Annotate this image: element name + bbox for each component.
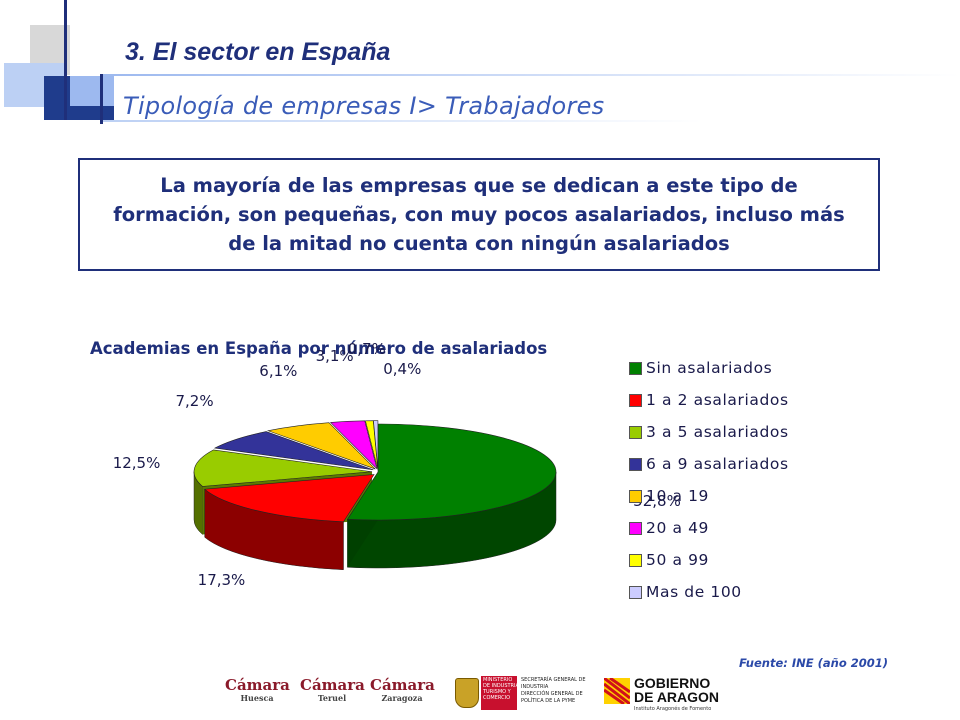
- legend-label: 50 a 99: [646, 551, 709, 569]
- logo-camara-name: Cámara: [370, 676, 435, 694]
- header-rule: [103, 74, 960, 76]
- ministry-line: COMERCIO: [483, 695, 511, 701]
- data-label-2: 17,3%: [197, 570, 246, 589]
- legend-swatch: [629, 521, 642, 535]
- legend-swatch: [629, 457, 642, 471]
- gobierno-line: DE ARAGON: [634, 689, 720, 705]
- logo-camara-sub: Huesca: [240, 693, 274, 703]
- pie-slice-2: [203, 474, 375, 523]
- ministry-line: DE INDUSTRIA,: [483, 683, 521, 689]
- data-label-8: 0,4%: [383, 360, 422, 378]
- pie-slice-6: [329, 420, 378, 470]
- page-title: 3. El sector en España: [125, 38, 391, 66]
- callout-text: La mayoría de las empresas que se dedica…: [113, 174, 845, 255]
- legend-swatch: [629, 489, 642, 503]
- logo-gobierno-aragon: GOBIERNO DE ARAGON Instituto Aragonés de…: [604, 676, 724, 714]
- pie-slice-4: [213, 431, 374, 471]
- aragon-flag-icon: [604, 678, 630, 704]
- legend-swatch: [629, 393, 642, 407]
- legend-label: 3 a 5 asalariados: [646, 423, 789, 441]
- logo-ministerio: MINISTERIO DE INDUSTRIA, TURISMO Y COMER…: [453, 676, 593, 710]
- callout-box: La mayoría de las empresas que se dedica…: [78, 158, 880, 271]
- legend-item: 3 a 5 asalariados: [629, 416, 789, 448]
- legend-label: Mas de 100: [646, 583, 742, 601]
- secretaria-line: SECRETARÍA GENERAL DE: [521, 677, 586, 683]
- gobierno-line: GOBIERNO: [634, 675, 711, 691]
- legend-item: 6 a 9 asalariados: [629, 448, 789, 480]
- data-label-1: 52,8%: [633, 491, 681, 510]
- logo-camara-name: Cámara: [225, 676, 290, 694]
- data-label-6: 3,1%: [315, 347, 354, 366]
- data-label-5: 6,1%: [259, 361, 298, 380]
- legend-label: 20 a 49: [646, 519, 709, 537]
- header-decoration: [0, 0, 130, 125]
- pie-slice-5: [267, 422, 376, 470]
- instituto-text: Instituto Aragonés de Fomento: [634, 706, 712, 712]
- legend-swatch: [629, 361, 642, 375]
- legend-item: 1 a 2 asalariados: [629, 384, 789, 416]
- logo-camara-huesca: Cámara Huesca: [225, 676, 290, 707]
- pie-slice-8: [373, 420, 379, 469]
- secretaria-line: INDUSTRIA: [521, 684, 549, 690]
- logo-camara-name: Cámara: [300, 676, 365, 694]
- ministry-line: TURISMO Y: [483, 689, 511, 695]
- chart-legend: Sin asalariados 1 a 2 asalariados 3 a 5 as…: [629, 352, 789, 608]
- legend-swatch: [629, 553, 642, 567]
- coat-of-arms-icon: [455, 678, 479, 708]
- legend-label: Sin asalariados: [646, 359, 773, 377]
- page-subtitle: Tipología de empresas I> Trabajadores: [123, 92, 605, 120]
- legend-item: Mas de 100: [629, 576, 789, 608]
- ministry-block: [481, 676, 517, 710]
- legend-label: 1 a 2 asalariados: [646, 391, 789, 409]
- pie-slice-3: [193, 449, 373, 487]
- legend-label: 10 a 19: [646, 487, 709, 505]
- legend-item: 50 a 99: [629, 544, 789, 576]
- legend-label: 6 a 9 asalariados: [646, 455, 789, 473]
- data-label-7: 0,7%: [347, 340, 386, 359]
- source-note: Fuente: INE (año 2001): [739, 656, 888, 670]
- logo-camara-zaragoza: Cámara Zaragoza: [370, 676, 435, 707]
- secretaria-line: DIRECCIÓN GENERAL DE: [521, 691, 583, 697]
- logo-camara-sub: Zaragoza: [381, 693, 423, 703]
- ministry-line: MINISTERIO: [483, 677, 513, 683]
- legend-item: 20 a 49: [629, 512, 789, 544]
- chart-title: Academias en España por número de asalar…: [90, 339, 548, 358]
- legend-swatch: [629, 425, 642, 439]
- logo-camara-teruel: Cámara Teruel: [300, 676, 365, 707]
- secretaria-line: POLÍTICA DE LA PYME: [521, 698, 576, 704]
- logo-camara-sub: Teruel: [317, 693, 347, 703]
- legend-item: 10 a 19: [629, 480, 789, 512]
- data-label-4: 7,2%: [175, 392, 214, 411]
- pie-slice-1: [346, 423, 557, 521]
- legend-item: Sin asalariados: [629, 352, 789, 384]
- data-label-3: 12,5%: [112, 454, 161, 473]
- subtitle-rule: [103, 120, 703, 122]
- legend-swatch: [629, 585, 642, 599]
